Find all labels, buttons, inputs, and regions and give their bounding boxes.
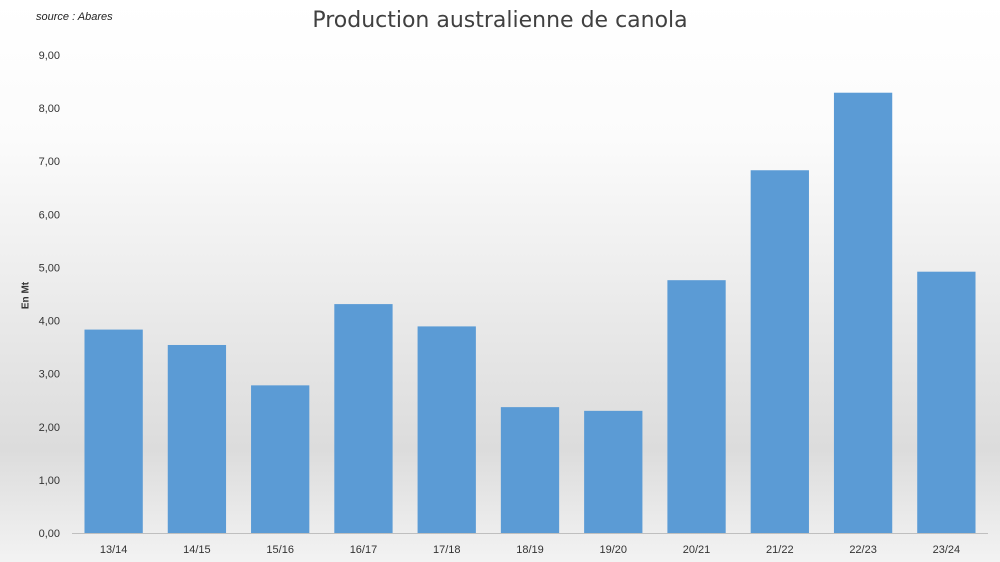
x-tick-label: 18/19 xyxy=(516,544,544,556)
bar-20-21 xyxy=(667,280,726,533)
y-tick-label: 2,00 xyxy=(39,422,60,434)
bar-23-24 xyxy=(917,271,976,533)
x-tick-label: 21/22 xyxy=(766,544,794,556)
chart-title: Production australienne de canola xyxy=(312,8,688,33)
bar-16-17 xyxy=(334,304,393,533)
x-tick-label: 15/16 xyxy=(266,544,294,556)
y-tick-label: 0,00 xyxy=(39,528,60,540)
x-tick-label: 16/17 xyxy=(350,544,378,556)
bar-14-15 xyxy=(167,344,227,533)
y-tick-label: 1,00 xyxy=(39,475,60,487)
bar-17-18 xyxy=(417,326,476,533)
y-tick-label: 3,00 xyxy=(39,369,60,381)
y-tick-label: 7,00 xyxy=(39,156,60,168)
x-tick-label: 20/21 xyxy=(683,544,711,556)
bar-18-19 xyxy=(500,407,560,533)
y-tick-label: 8,00 xyxy=(39,103,60,115)
bar-21-22 xyxy=(750,170,809,534)
bar-19-20 xyxy=(584,410,643,533)
bar-13-14 xyxy=(84,329,143,533)
y-tick-label: 4,00 xyxy=(39,316,60,328)
y-tick-label: 6,00 xyxy=(39,209,60,221)
x-tick-label: 19/20 xyxy=(600,544,628,556)
y-tick-label: 9,00 xyxy=(39,50,60,62)
x-tick-label: 13/14 xyxy=(100,544,128,556)
bar-22-23 xyxy=(833,92,893,533)
x-tick-label: 22/23 xyxy=(849,544,877,556)
x-tick-label: 14/15 xyxy=(183,544,211,556)
y-tick-label: 5,00 xyxy=(39,262,60,274)
source-note: source : Abares xyxy=(36,11,113,23)
x-tick-label: 17/18 xyxy=(433,544,461,556)
bar-15-16 xyxy=(251,385,310,533)
x-tick-label: 23/24 xyxy=(933,544,961,556)
